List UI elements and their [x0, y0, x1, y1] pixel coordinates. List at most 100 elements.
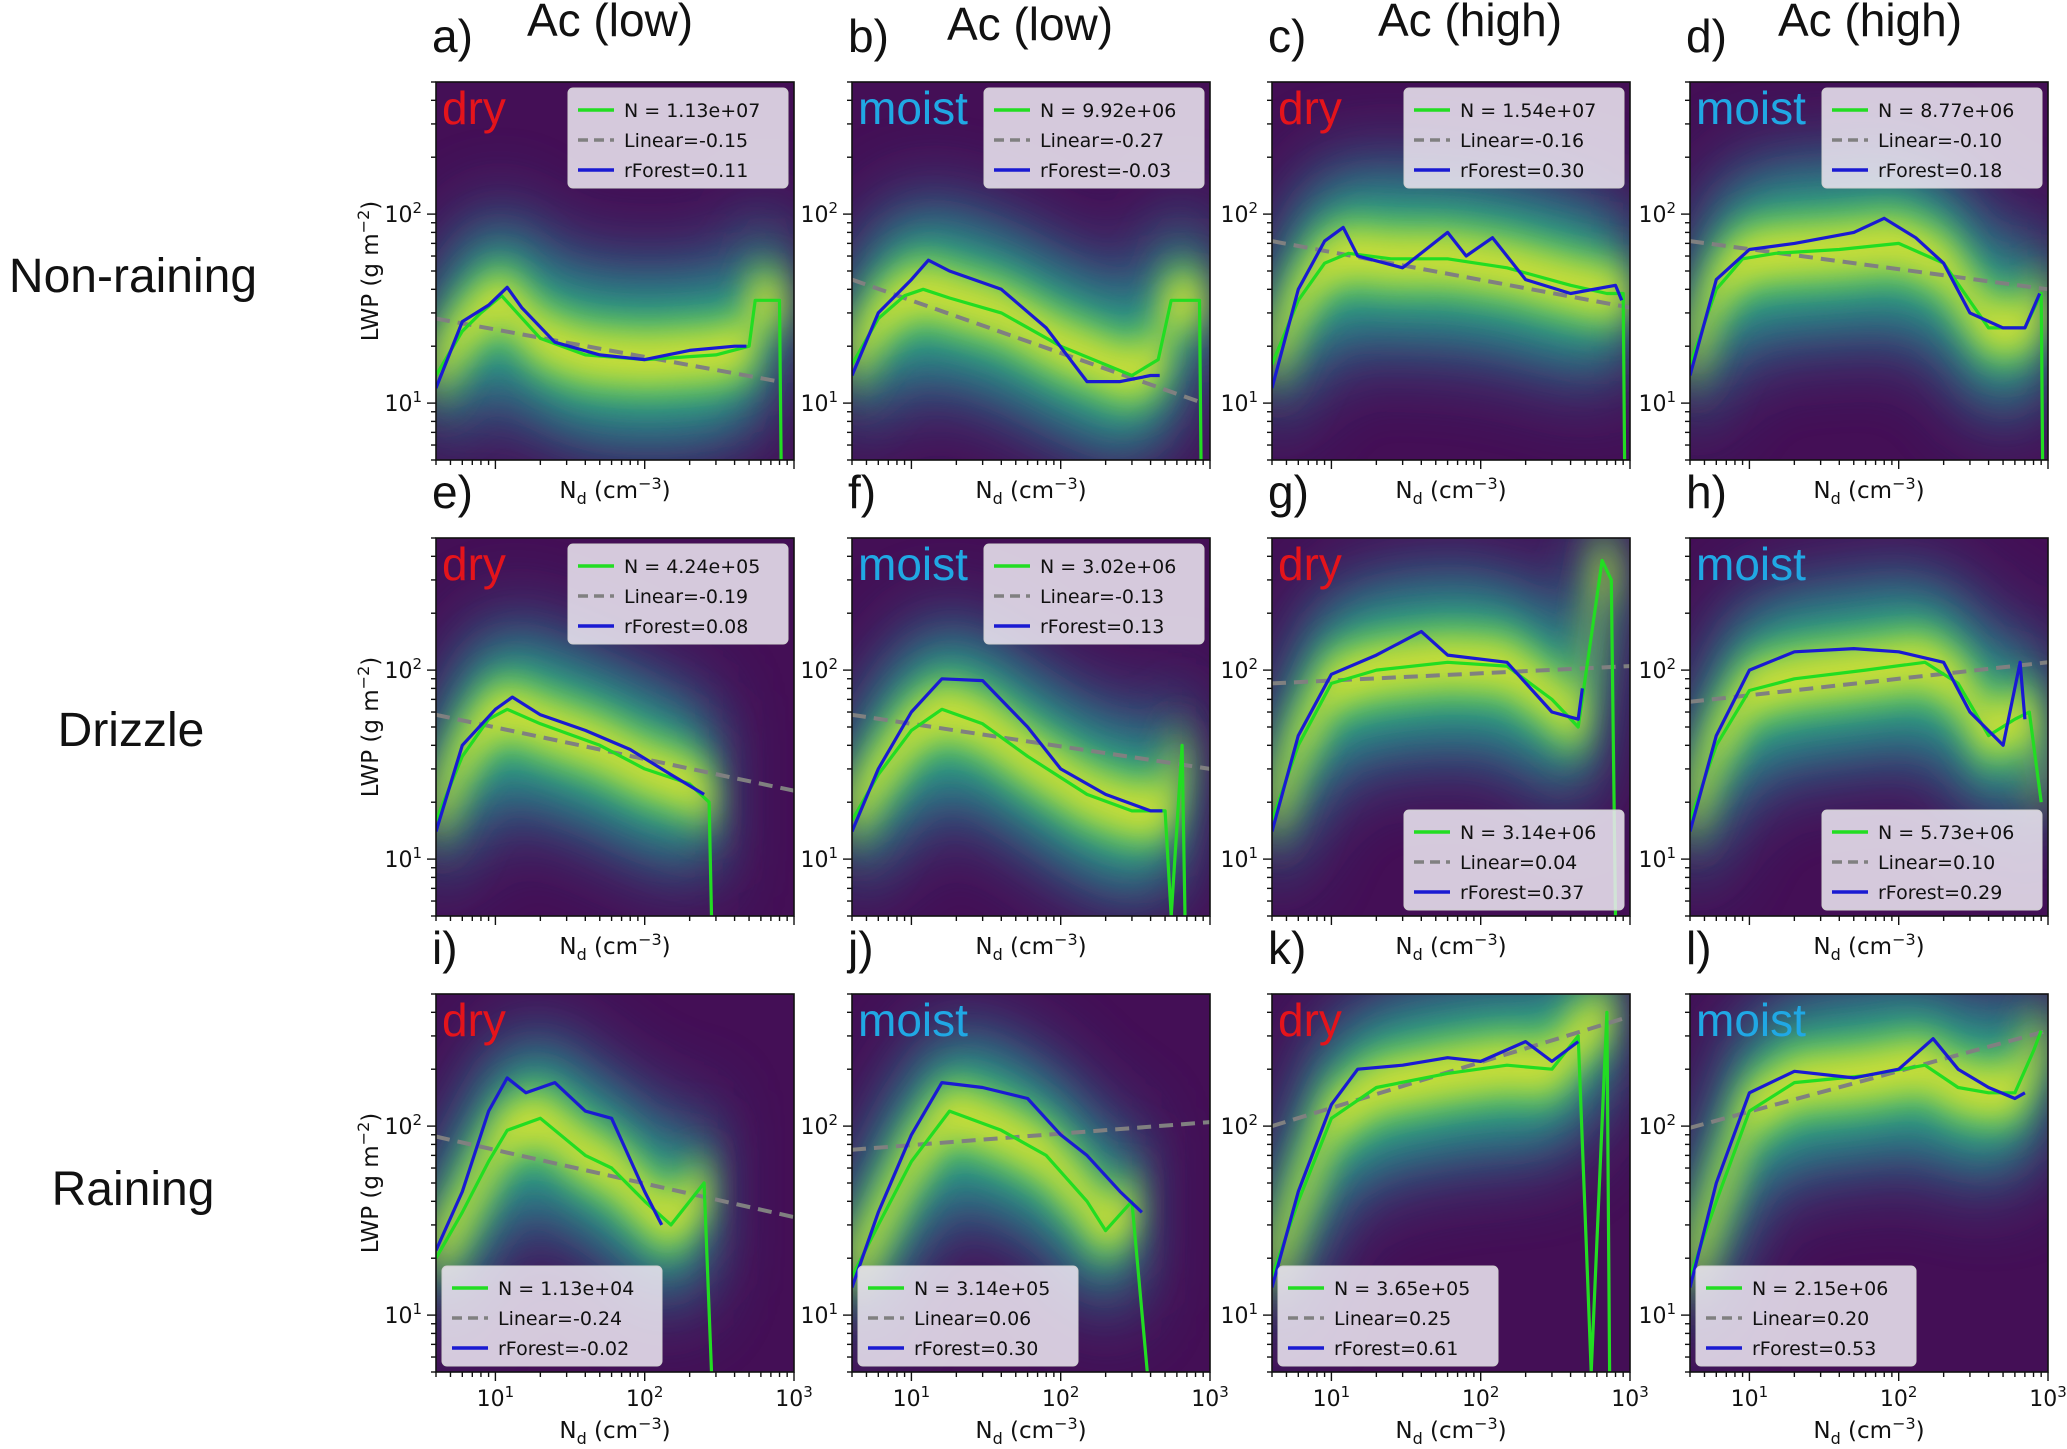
- x-axis-label-sup: −3: [1474, 474, 1498, 493]
- x-axis-label-close: ): [1498, 478, 1507, 504]
- x-axis-label-unit: (cm: [1003, 1418, 1054, 1444]
- x-tick-label: 103: [1611, 1383, 1649, 1412]
- y-tick-label: 101: [1638, 1300, 1676, 1329]
- x-axis-label: Nd (cm−3): [559, 474, 670, 508]
- legend-label-n: N = 8.77e+06: [1878, 100, 2014, 122]
- y-tick-label: 101: [800, 388, 838, 417]
- x-axis-label-sub: d: [993, 489, 1003, 508]
- legend-label-rforest: rForest=0.18: [1878, 160, 2002, 182]
- x-tick-label: 101: [1731, 1383, 1769, 1412]
- x-axis-label-sub: d: [1413, 945, 1423, 964]
- x-axis-label: Nd (cm−3): [1813, 474, 1924, 508]
- regime-label: moist: [858, 538, 968, 590]
- regime-label: moist: [1696, 82, 1806, 134]
- x-axis-label-unit: (cm: [1841, 1418, 1892, 1444]
- panel-letter: g): [1268, 466, 1309, 518]
- x-axis-label-close: ): [1916, 478, 1925, 504]
- y-axis-label-sup: −2: [354, 666, 373, 690]
- y-tick-exponent: 2: [1666, 199, 1676, 217]
- legend: N = 3.02e+06 Linear=-0.13 rForest=0.13: [983, 543, 1205, 645]
- row-label: Non-raining: [9, 250, 257, 303]
- linear-fit-line: [1272, 1014, 1630, 1129]
- density-band: [1272, 538, 1612, 857]
- heatmap-density: [1690, 142, 2042, 460]
- y-tick-exponent: 1: [828, 844, 838, 862]
- y-tick-label: 102: [800, 655, 838, 684]
- y-tick-exponent: 1: [828, 1300, 838, 1318]
- legend: N = 1.13e+07 Linear=-0.15 rForest=0.11: [567, 87, 789, 189]
- y-tick-label: 102: [800, 199, 838, 228]
- y-tick-label: 102: [800, 1111, 838, 1140]
- x-axis-label-unit: (cm: [1423, 478, 1474, 504]
- y-tick-exponent: 2: [828, 1111, 838, 1129]
- random-forest-line: [436, 285, 747, 389]
- x-tick-label: 102: [1462, 1383, 1500, 1412]
- panel-letter: h): [1686, 466, 1727, 518]
- y-tick-exponent: 2: [828, 199, 838, 217]
- legend-label-linear: Linear=0.04: [1460, 852, 1577, 874]
- legend-label-rforest: rForest=0.11: [624, 160, 748, 182]
- x-axis-label-close: ): [1078, 934, 1087, 960]
- x-axis-label-close: ): [1916, 1418, 1925, 1444]
- x-axis-label-sup: −3: [638, 1414, 662, 1433]
- linear-fit-line: [852, 277, 1204, 405]
- y-tick-exponent: 2: [828, 655, 838, 673]
- panel-letter: f): [848, 466, 876, 518]
- x-axis-label-sub: d: [1831, 945, 1841, 964]
- legend-label-rforest: rForest=0.53: [1752, 1338, 1876, 1360]
- legend-label-n: N = 3.14e+05: [914, 1278, 1050, 1300]
- y-tick-label: 101: [1220, 844, 1258, 873]
- regime-label: moist: [858, 82, 968, 134]
- y-tick-label: 102: [1220, 199, 1258, 228]
- x-axis-label-sup: −3: [1892, 474, 1916, 493]
- legend-label-linear: Linear=-0.10: [1878, 130, 2002, 152]
- legend-box: [983, 543, 1205, 645]
- x-axis-label-sub: d: [577, 1429, 587, 1448]
- y-tick-exponent: 1: [1666, 388, 1676, 406]
- legend-label-linear: Linear=0.06: [914, 1308, 1031, 1330]
- observed-mean-line: [436, 294, 783, 460]
- legend-label-rforest: rForest=0.30: [1460, 160, 1584, 182]
- legend-label-rforest: rForest=0.29: [1878, 882, 2002, 904]
- y-tick-label: 101: [384, 1300, 422, 1329]
- random-forest-line: [852, 677, 1163, 833]
- x-axis-label-unit: (cm: [587, 1418, 638, 1444]
- random-forest-line: [1272, 629, 1584, 832]
- regime-label: moist: [1696, 538, 1806, 590]
- x-axis-label-sup: −3: [1892, 930, 1916, 949]
- linear-fit-line: [436, 316, 780, 384]
- x-axis-label: Nd (cm−3): [975, 930, 1086, 964]
- y-axis-label-sup: −2: [354, 1122, 373, 1146]
- row-label: Drizzle: [58, 704, 205, 757]
- y-tick-label: 102: [384, 199, 422, 228]
- x-tick-label: 103: [775, 1383, 813, 1412]
- x-axis-label-close: ): [662, 1418, 671, 1444]
- x-tick-label: 101: [1313, 1383, 1351, 1412]
- legend-label-linear: Linear=0.10: [1878, 852, 1995, 874]
- y-tick-exponent: 2: [412, 199, 422, 217]
- legend-label-n: N = 5.73e+06: [1878, 822, 2014, 844]
- x-axis-label-sub: d: [1413, 489, 1423, 508]
- legend-label-n: N = 3.02e+06: [1040, 556, 1176, 578]
- y-axis-label-close: ): [358, 201, 384, 210]
- y-tick-exponent: 1: [1666, 1300, 1676, 1318]
- density-band: [436, 1102, 705, 1275]
- observed-mean-line: [436, 1116, 714, 1372]
- panel-letter: c): [1268, 10, 1306, 62]
- x-tick-label: 102: [1880, 1383, 1918, 1412]
- x-axis-label-close: ): [1078, 478, 1087, 504]
- x-tick-label: 102: [626, 1383, 664, 1412]
- x-axis-label-close: ): [1078, 1418, 1087, 1444]
- column-title: Ac (low): [947, 0, 1113, 50]
- x-tick-exponent: 3: [1639, 1383, 1649, 1401]
- x-axis-label: Nd (cm−3): [1395, 930, 1506, 964]
- observed-mean-line: [1272, 558, 1618, 916]
- panel: 101 102 Nd (cm−3) g) dry N = 3.14e+06 Linear=0…: [1220, 466, 1631, 964]
- y-tick-exponent: 2: [1248, 655, 1258, 673]
- legend-box: [1403, 809, 1625, 911]
- legend: N = 1.13e+04 Linear=-0.24 rForest=-0.02: [441, 1265, 663, 1367]
- legend-label-linear: Linear=-0.15: [624, 130, 748, 152]
- linear-fit-line: [1272, 664, 1630, 686]
- x-axis-label: Nd (cm−3): [1813, 930, 1924, 964]
